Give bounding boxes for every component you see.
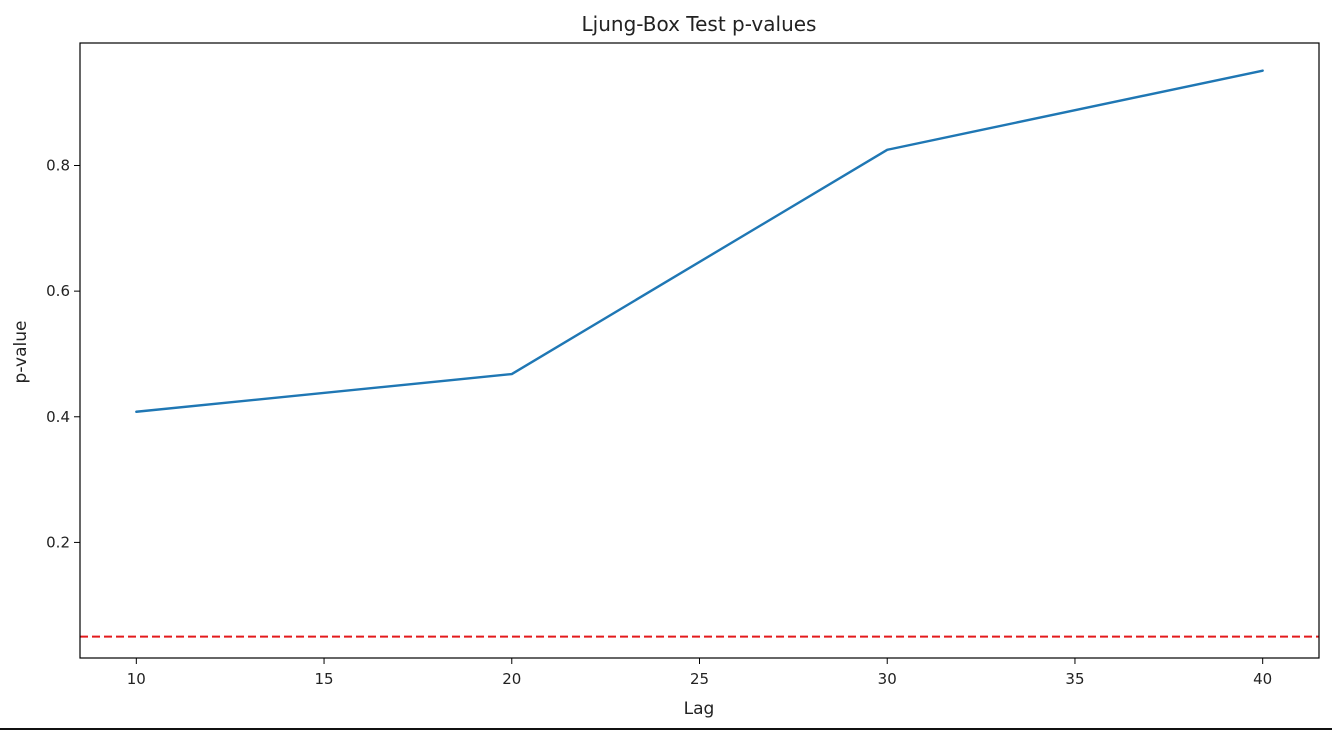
y-tick-label: 0.6	[46, 282, 70, 300]
x-tick-label: 35	[1065, 670, 1084, 688]
y-tick-label: 0.8	[46, 156, 70, 174]
series-line	[136, 71, 1262, 412]
x-tick-label: 25	[690, 670, 709, 688]
y-tick-label: 0.2	[46, 533, 70, 551]
x-tick-label: 20	[502, 670, 521, 688]
y-axis-ticks: 0.2 0.4 0.6 0.8	[46, 156, 80, 551]
plot-area	[80, 71, 1319, 637]
x-tick-label: 30	[878, 670, 897, 688]
x-axis-ticks: 10 15 20 25 30 35 40	[127, 658, 1272, 688]
x-tick-label: 15	[314, 670, 333, 688]
x-tick-label: 10	[127, 670, 146, 688]
y-axis-label: p-value	[11, 321, 31, 384]
x-tick-label: 40	[1253, 670, 1272, 688]
plot-frame	[80, 43, 1319, 658]
chart-title: Ljung-Box Test p-values	[582, 12, 817, 36]
x-axis-label: Lag	[684, 699, 715, 719]
y-tick-label: 0.4	[46, 408, 70, 426]
